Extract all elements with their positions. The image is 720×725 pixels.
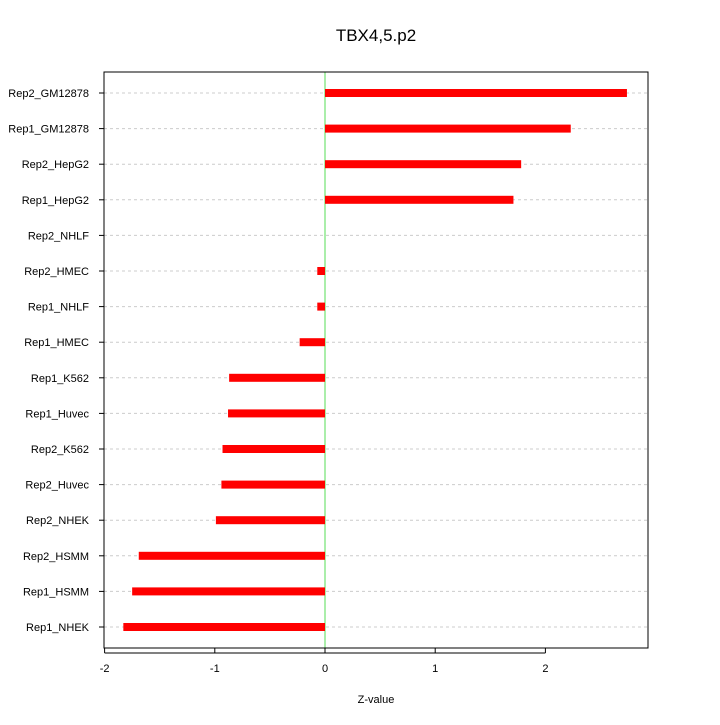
y-tick-label: Rep2_HMEC [24,266,89,278]
y-tick-label: Rep1_NHEK [26,622,90,634]
bar-Rep1_HepG2 [325,195,514,204]
bar-Rep1_NHEK [123,623,325,631]
y-tick-label: Rep2_HepG2 [22,159,89,171]
x-tick-label: 1 [432,663,438,675]
bar-Rep1_K562 [229,373,325,382]
y-tick-label: Rep1_HSMM [23,586,89,598]
y-tick-label: Rep2_GM12878 [8,88,89,100]
chart-title: TBX4,5.p2 [336,26,416,45]
x-tick-label: 2 [542,663,548,675]
y-tick-label: Rep1_K562 [31,373,89,385]
y-tick-label: Rep2_HSMM [23,551,89,563]
x-tick-label: -2 [100,663,110,675]
x-tick-label: -1 [210,663,220,675]
bar-Rep1_HMEC [299,338,325,347]
bar-Rep2_HSMM [138,551,325,560]
y-tick-label: Rep2_NHLF [28,230,89,242]
plot-frame [103,71,649,649]
x-tick-label: 0 [322,663,328,675]
bar-Rep2_NHEK [215,516,325,525]
bar-Rep2_GM12878 [325,89,627,97]
bar-Rep2_Huvec [221,480,325,489]
y-tick-label: Rep1_GM12878 [8,124,89,136]
y-tick-label: Rep1_NHLF [28,302,89,314]
bar-Rep2_HMEC [317,267,325,275]
y-tick-label: Rep1_Huvec [25,408,89,420]
y-tick-label: Rep2_Huvec [25,480,89,492]
y-tick-label: Rep1_HMEC [24,337,89,349]
bar-Rep2_HepG2 [325,160,522,169]
bar-Rep1_NHLF [317,302,325,311]
y-tick-label: Rep2_K562 [31,444,89,456]
x-axis-label: Z-value [358,694,395,706]
bar-Rep1_HSMM [132,587,325,596]
bar-Rep1_GM12878 [325,124,571,133]
bar-Rep1_Huvec [228,409,325,418]
y-tick-label: Rep1_HepG2 [22,195,89,207]
bar-Rep2_K562 [222,445,325,453]
y-tick-label: Rep2_NHEK [26,515,90,527]
